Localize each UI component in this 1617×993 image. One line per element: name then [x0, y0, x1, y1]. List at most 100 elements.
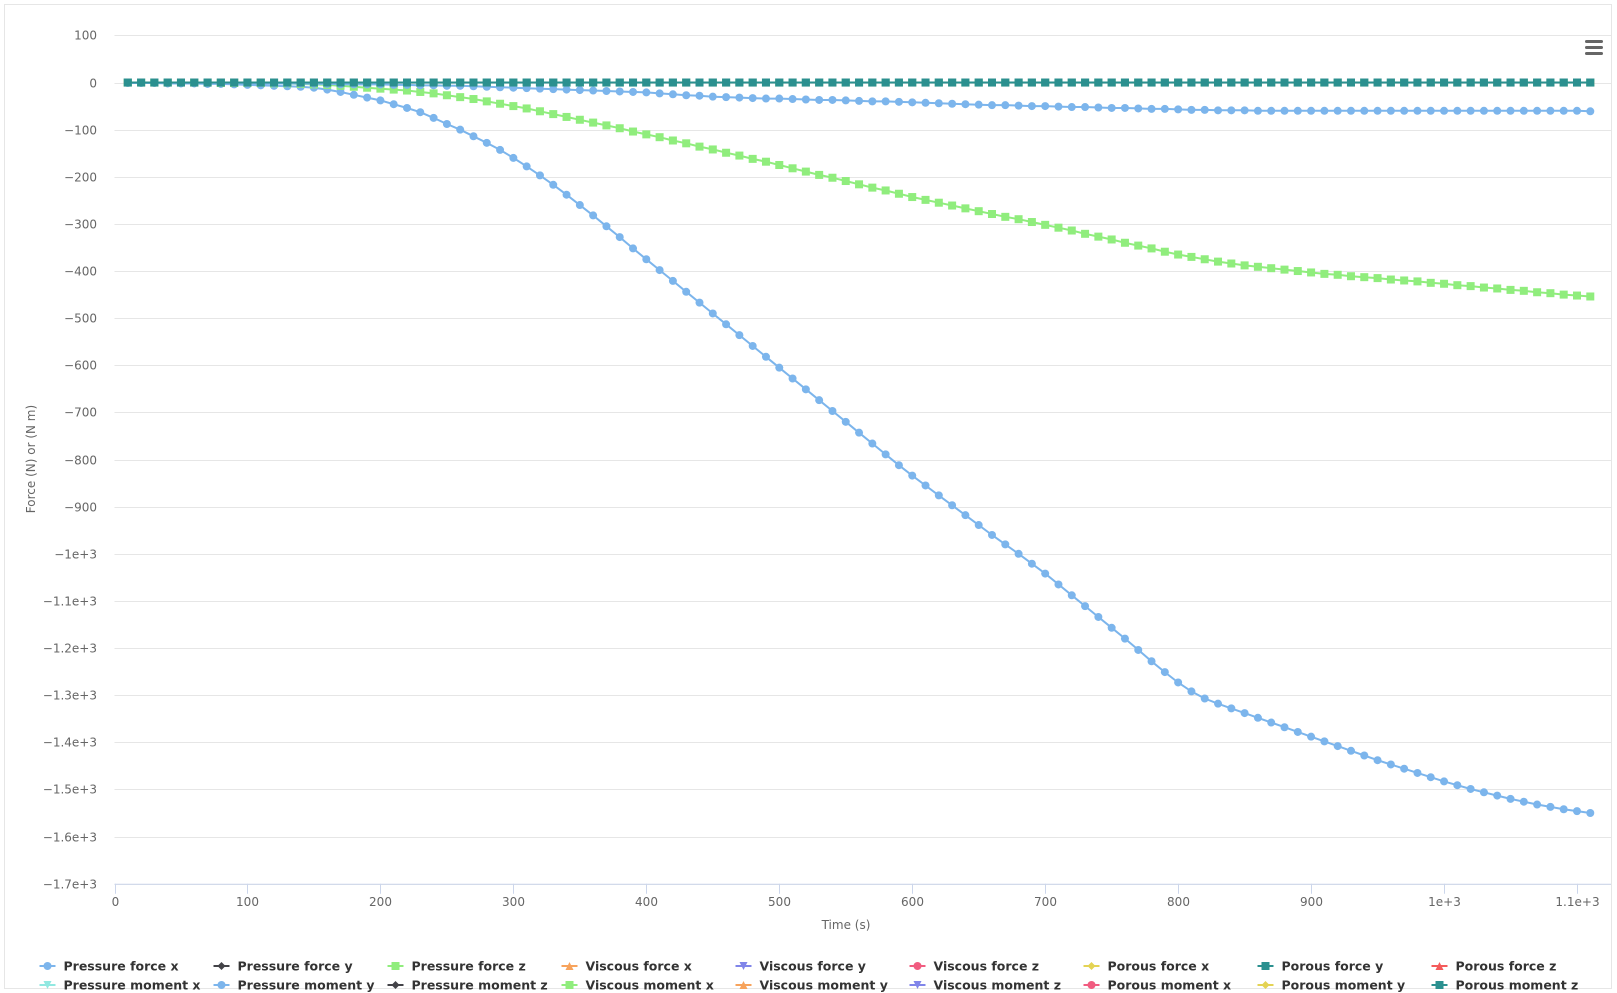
data-point	[1426, 106, 1435, 115]
legend-label[interactable]: Porous force z	[1456, 959, 1557, 974]
data-point	[469, 78, 478, 87]
legend-label[interactable]: Porous moment y	[1282, 978, 1406, 993]
legend-item[interactable]: Porous force x	[1083, 959, 1210, 974]
data-point	[376, 84, 385, 93]
data-point	[496, 99, 505, 108]
legend-item[interactable]: Pressure moment y	[213, 978, 375, 993]
data-point	[1479, 78, 1488, 87]
data-point	[855, 96, 864, 105]
data-point	[469, 132, 478, 141]
data-point	[775, 78, 784, 87]
data-point	[1506, 78, 1515, 87]
legend-label[interactable]: Porous force x	[1108, 959, 1210, 974]
data-point	[1014, 215, 1023, 224]
legend-label[interactable]: Viscous force x	[586, 959, 692, 974]
legend-item[interactable]: Viscous force y	[735, 959, 866, 974]
data-point	[1200, 694, 1209, 703]
x-axis-labels: 0 100 200 300 400 500 600 700 800 900 1e+3 1.1e+3	[112, 895, 1600, 909]
data-point	[482, 138, 491, 147]
legend-item[interactable]: Pressure force x	[39, 959, 179, 974]
data-point	[1267, 264, 1276, 273]
data-point	[655, 78, 664, 87]
data-point	[1546, 289, 1555, 298]
data-point	[1413, 106, 1422, 115]
legend-label[interactable]: Viscous force z	[934, 959, 1040, 974]
legend-item[interactable]: Pressure moment z	[387, 978, 548, 993]
legend-item[interactable]: Viscous force x	[561, 959, 692, 974]
legend-symbol-icon	[913, 981, 922, 989]
data-point	[270, 78, 279, 87]
y-tick-label: −800	[64, 454, 97, 468]
legend-item[interactable]: Porous moment x	[1083, 978, 1232, 993]
data-point	[1479, 283, 1488, 292]
legend-label[interactable]: Pressure force x	[64, 959, 179, 974]
legend-label[interactable]: Porous force y	[1282, 959, 1384, 974]
legend-label[interactable]: Viscous moment z	[934, 978, 1061, 993]
data-point	[1466, 106, 1475, 115]
data-point	[1346, 78, 1355, 87]
legend-label[interactable]: Porous moment z	[1456, 978, 1579, 993]
data-point	[1493, 78, 1502, 87]
data-point	[988, 210, 996, 219]
legend-label[interactable]: Viscous moment x	[586, 978, 714, 993]
data-point	[748, 78, 757, 87]
chart-frame	[4, 4, 1612, 989]
legend-item[interactable]: Viscous moment z	[909, 978, 1061, 993]
data-point	[1214, 78, 1223, 87]
legend-symbol-icon	[43, 962, 52, 970]
legend-label[interactable]: Pressure moment y	[238, 978, 375, 993]
data-point	[535, 78, 544, 87]
data-point	[535, 84, 544, 93]
data-point	[1001, 101, 1010, 110]
legend-item[interactable]: Porous moment y	[1257, 978, 1406, 993]
legend-item[interactable]: Viscous moment y	[735, 978, 888, 993]
legend-item[interactable]: Viscous moment x	[561, 978, 714, 993]
data-point	[1533, 288, 1542, 297]
data-point	[1386, 78, 1395, 87]
legend-label[interactable]: Viscous force y	[760, 959, 866, 974]
hamburger-menu-icon[interactable]	[1585, 40, 1603, 55]
data-point	[1200, 105, 1209, 114]
data-point	[668, 136, 677, 145]
data-point	[1147, 244, 1156, 253]
legend-item[interactable]: Porous force z	[1431, 959, 1557, 974]
data-point	[535, 171, 544, 180]
data-point	[1373, 274, 1382, 283]
data-point	[828, 78, 837, 87]
data-point	[948, 501, 957, 510]
legend-symbol-icon	[1261, 962, 1270, 970]
legend-item[interactable]: Pressure force z	[387, 959, 526, 974]
legend-item[interactable]: Porous force y	[1257, 959, 1384, 974]
data-point	[349, 78, 358, 87]
legend-symbol-icon	[217, 962, 226, 970]
data-point	[1147, 78, 1156, 87]
legend-label[interactable]: Pressure moment x	[64, 978, 201, 993]
legend-item[interactable]: Viscous force z	[909, 959, 1040, 974]
legend-symbol-icon	[217, 981, 226, 989]
data-point	[948, 99, 957, 108]
data-point	[868, 97, 877, 106]
legend-item[interactable]: Porous moment z	[1431, 978, 1579, 993]
data-point	[1413, 277, 1422, 286]
data-point	[1081, 78, 1090, 87]
legend-label[interactable]: Pressure force z	[412, 959, 526, 974]
data-point	[442, 91, 451, 100]
data-point	[589, 78, 598, 87]
data-point	[1360, 78, 1369, 87]
legend-item[interactable]: Pressure force y	[213, 959, 353, 974]
data-point	[708, 309, 717, 318]
legend-label[interactable]: Viscous moment y	[760, 978, 888, 993]
data-point	[1067, 103, 1076, 112]
legend-item[interactable]: Pressure moment x	[39, 978, 201, 993]
data-point	[722, 320, 731, 329]
legend-label[interactable]: Porous moment x	[1108, 978, 1232, 993]
data-point	[1094, 78, 1103, 87]
data-point	[1227, 106, 1236, 115]
data-point	[522, 78, 531, 87]
data-point	[1280, 78, 1289, 87]
series-porous-moment-z	[123, 78, 1595, 87]
legend-label[interactable]: Pressure force y	[238, 959, 353, 974]
legend-label[interactable]: Pressure moment z	[412, 978, 548, 993]
data-point	[1187, 687, 1196, 696]
data-point	[1506, 106, 1515, 115]
